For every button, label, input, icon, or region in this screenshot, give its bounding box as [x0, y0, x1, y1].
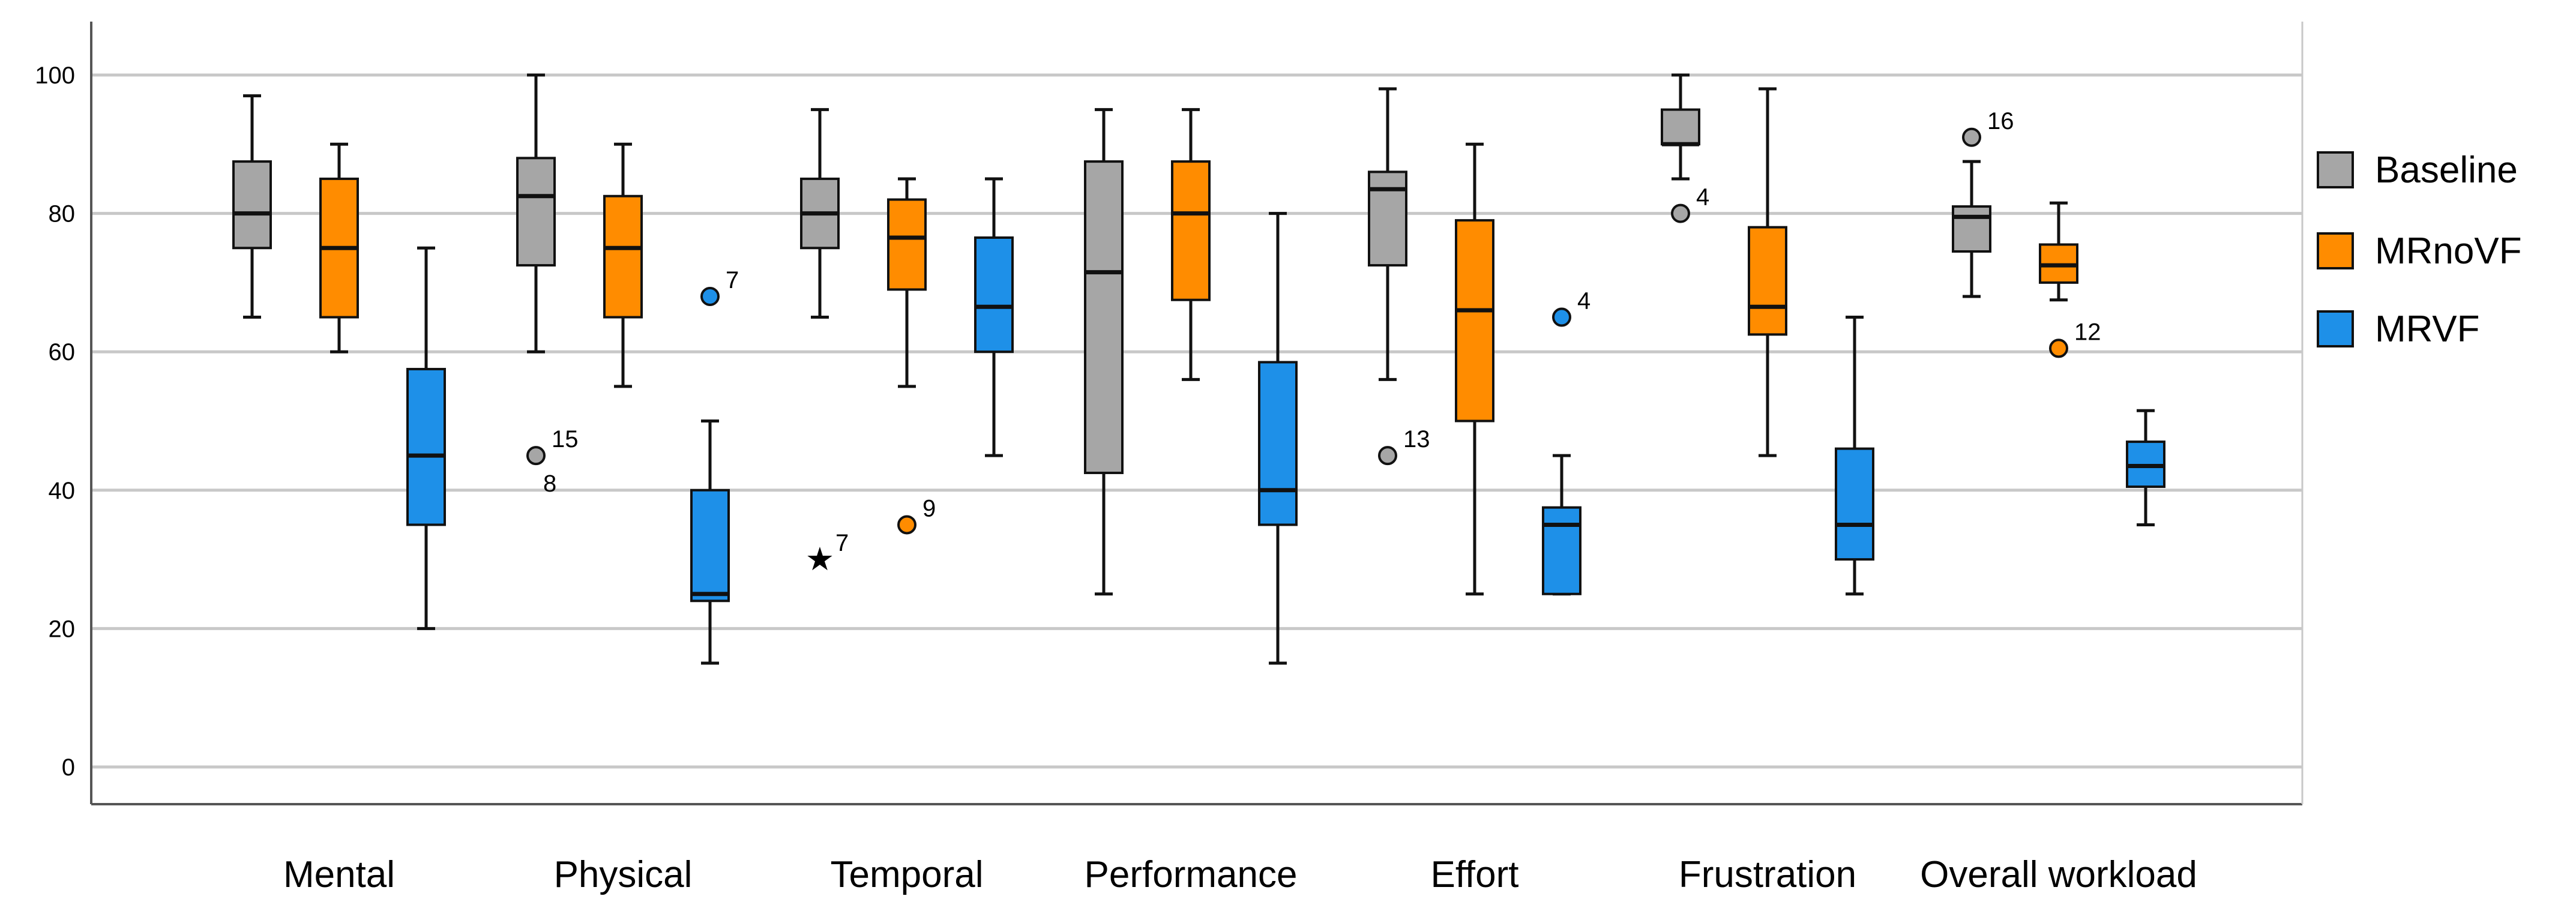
- outlier-label: 13: [1403, 426, 1430, 452]
- box-iqr: [1542, 506, 1581, 595]
- box-iqr: [1661, 108, 1700, 146]
- outlier-label: 12: [2074, 319, 2101, 345]
- y-tick-label: 20: [49, 616, 76, 642]
- box-MRnoVF-Mental: [319, 142, 359, 353]
- outlier-label: 15: [552, 426, 579, 452]
- outlier-point: [897, 515, 916, 535]
- box-MRnoVF-Physical: [603, 142, 643, 388]
- box-MRVF-Physical: 7: [690, 267, 739, 665]
- box-MRVF-Temporal: [974, 177, 1014, 457]
- box-iqr: [887, 198, 927, 291]
- legend-swatch: [2317, 310, 2354, 347]
- box-MRnoVF-Temporal: 9: [887, 177, 936, 535]
- box-iqr: [974, 236, 1014, 353]
- outlier-label: 7: [726, 267, 739, 293]
- outlier-label: 8: [543, 471, 556, 497]
- x-category-label: Physical: [554, 854, 693, 895]
- outlier-label: 9: [922, 495, 936, 522]
- outlier-point: [2049, 338, 2068, 358]
- box-iqr: [1952, 205, 1991, 253]
- box-Baseline-Performance: [1084, 108, 1124, 596]
- y-tick-label: 40: [49, 478, 76, 504]
- box-MRVF-Mental: [406, 246, 446, 630]
- box-MRVF-Overall workload: [2126, 409, 2165, 526]
- box-iqr: [1171, 160, 1211, 301]
- box-MRnoVF-Overall workload: 12: [2039, 201, 2101, 358]
- outlier-label: 16: [1987, 108, 2014, 134]
- x-category-label: Overall workload: [1920, 854, 2197, 895]
- outlier-point: [700, 286, 720, 306]
- legend-label: MRnoVF: [2375, 230, 2522, 272]
- box-Baseline-Mental: [232, 94, 272, 319]
- y-tick-label: 80: [49, 201, 76, 227]
- box-iqr: [1455, 219, 1494, 422]
- box-Baseline-Effort: 13: [1368, 87, 1430, 466]
- outlier-label: 4: [1696, 184, 1709, 211]
- box-Baseline-Frustration: 4: [1661, 73, 1709, 223]
- legend-swatch: [2317, 151, 2354, 188]
- x-category-label: Mental: [283, 854, 395, 895]
- box-Baseline-Physical: 15 8: [516, 73, 579, 497]
- category-labels: Mental Physical Temporal Performance Effort F…: [283, 854, 2197, 895]
- outlier-star: ★: [805, 541, 834, 577]
- legend-swatch: [2317, 232, 2354, 269]
- box-iqr: [1835, 447, 1874, 561]
- outlier-point: [1962, 127, 1981, 147]
- box-iqr: [1748, 226, 1787, 336]
- x-category-label: Temporal: [831, 854, 984, 895]
- y-tick-label: 0: [62, 754, 75, 781]
- y-tick-label: 60: [49, 339, 76, 365]
- x-category-label: Effort: [1430, 854, 1518, 895]
- box-iqr: [1258, 361, 1298, 526]
- box-MRnoVF-Performance: [1171, 108, 1211, 381]
- outlier-label: 4: [1577, 288, 1590, 314]
- legend-label: Baseline: [2375, 149, 2518, 191]
- box-MRVF-Performance: [1258, 212, 1298, 665]
- x-category-label: Frustration: [1679, 854, 1856, 895]
- box-MRnoVF-Frustration: [1748, 87, 1787, 457]
- box-iqr: [406, 368, 446, 526]
- box-iqr: [232, 160, 272, 250]
- box-MRVF-Frustration: [1835, 316, 1874, 596]
- axes: 0 20 40 60 80 100: [35, 22, 2304, 805]
- box-iqr: [690, 489, 730, 603]
- outlier-point: [1671, 203, 1690, 223]
- box-iqr: [1368, 170, 1407, 267]
- box-Baseline-Overall workload: 16: [1952, 108, 2014, 298]
- box-iqr: [1084, 160, 1124, 474]
- outlier-label: 7: [835, 530, 849, 556]
- box-Baseline-Temporal: ★ 7: [800, 108, 849, 577]
- legend-label: MRVF: [2375, 308, 2480, 350]
- box-MRVF-Effort: 4: [1542, 288, 1590, 596]
- box-iqr: [603, 194, 643, 319]
- box-iqr: [516, 157, 556, 267]
- legend: Baseline MRnoVF MRVF: [2317, 149, 2522, 350]
- x-category-label: Performance: [1085, 854, 1298, 895]
- outlier-point: [526, 446, 546, 466]
- y-tick-label: 100: [35, 62, 75, 89]
- outlier-point: [1552, 307, 1571, 327]
- outlier-point: [1378, 446, 1397, 466]
- box-MRnoVF-Effort: [1455, 142, 1494, 596]
